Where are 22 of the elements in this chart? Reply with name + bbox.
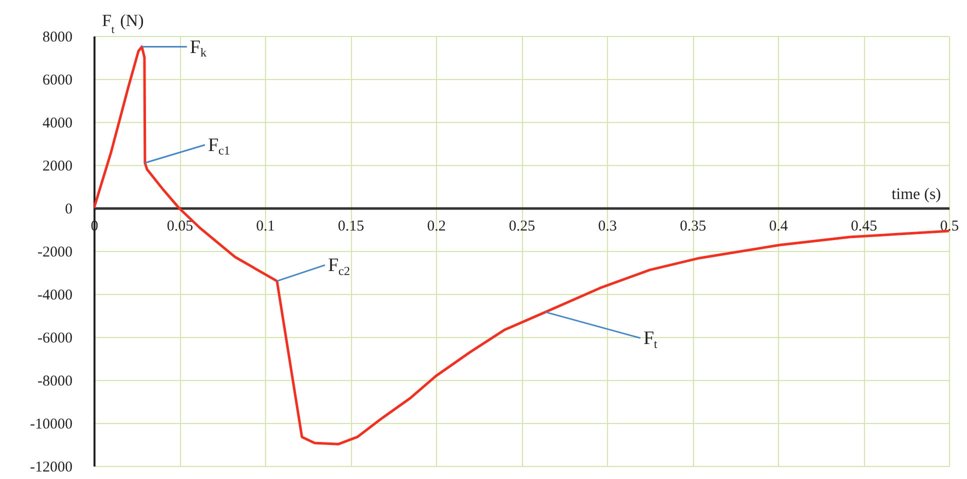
x-tick-label: 0.45 — [850, 218, 878, 234]
y-tick-label: -6000 — [38, 330, 72, 346]
x-tick-label: 0.35 — [680, 218, 706, 234]
x-tick-label: 0.1 — [256, 218, 275, 234]
y-tick-label: 4000 — [42, 116, 72, 132]
y-tick-label: 2000 — [42, 158, 72, 174]
y-tick-label: 8000 — [42, 30, 72, 46]
y-tick-label: -12000 — [30, 460, 72, 476]
y-tick-label: -8000 — [38, 374, 72, 390]
x-tick-label: 0.2 — [427, 218, 446, 234]
y-tick-label: -2000 — [38, 244, 72, 260]
x-tick-label: 0.4 — [769, 218, 788, 234]
y-tick-label: -10000 — [30, 416, 72, 432]
x-tick-label: 0.05 — [166, 218, 194, 234]
x-tick-label: 0.25 — [508, 218, 536, 234]
x-axis-title: time (s) — [892, 186, 941, 203]
y-tick-label: -4000 — [38, 288, 72, 304]
x-tick-label: 0.5 — [940, 218, 959, 234]
x-tick-label: 0.15 — [338, 218, 364, 234]
y-tick-label: 0 — [65, 202, 72, 218]
y-tick-label: 6000 — [42, 72, 72, 88]
x-tick-label: 0.3 — [598, 218, 617, 234]
